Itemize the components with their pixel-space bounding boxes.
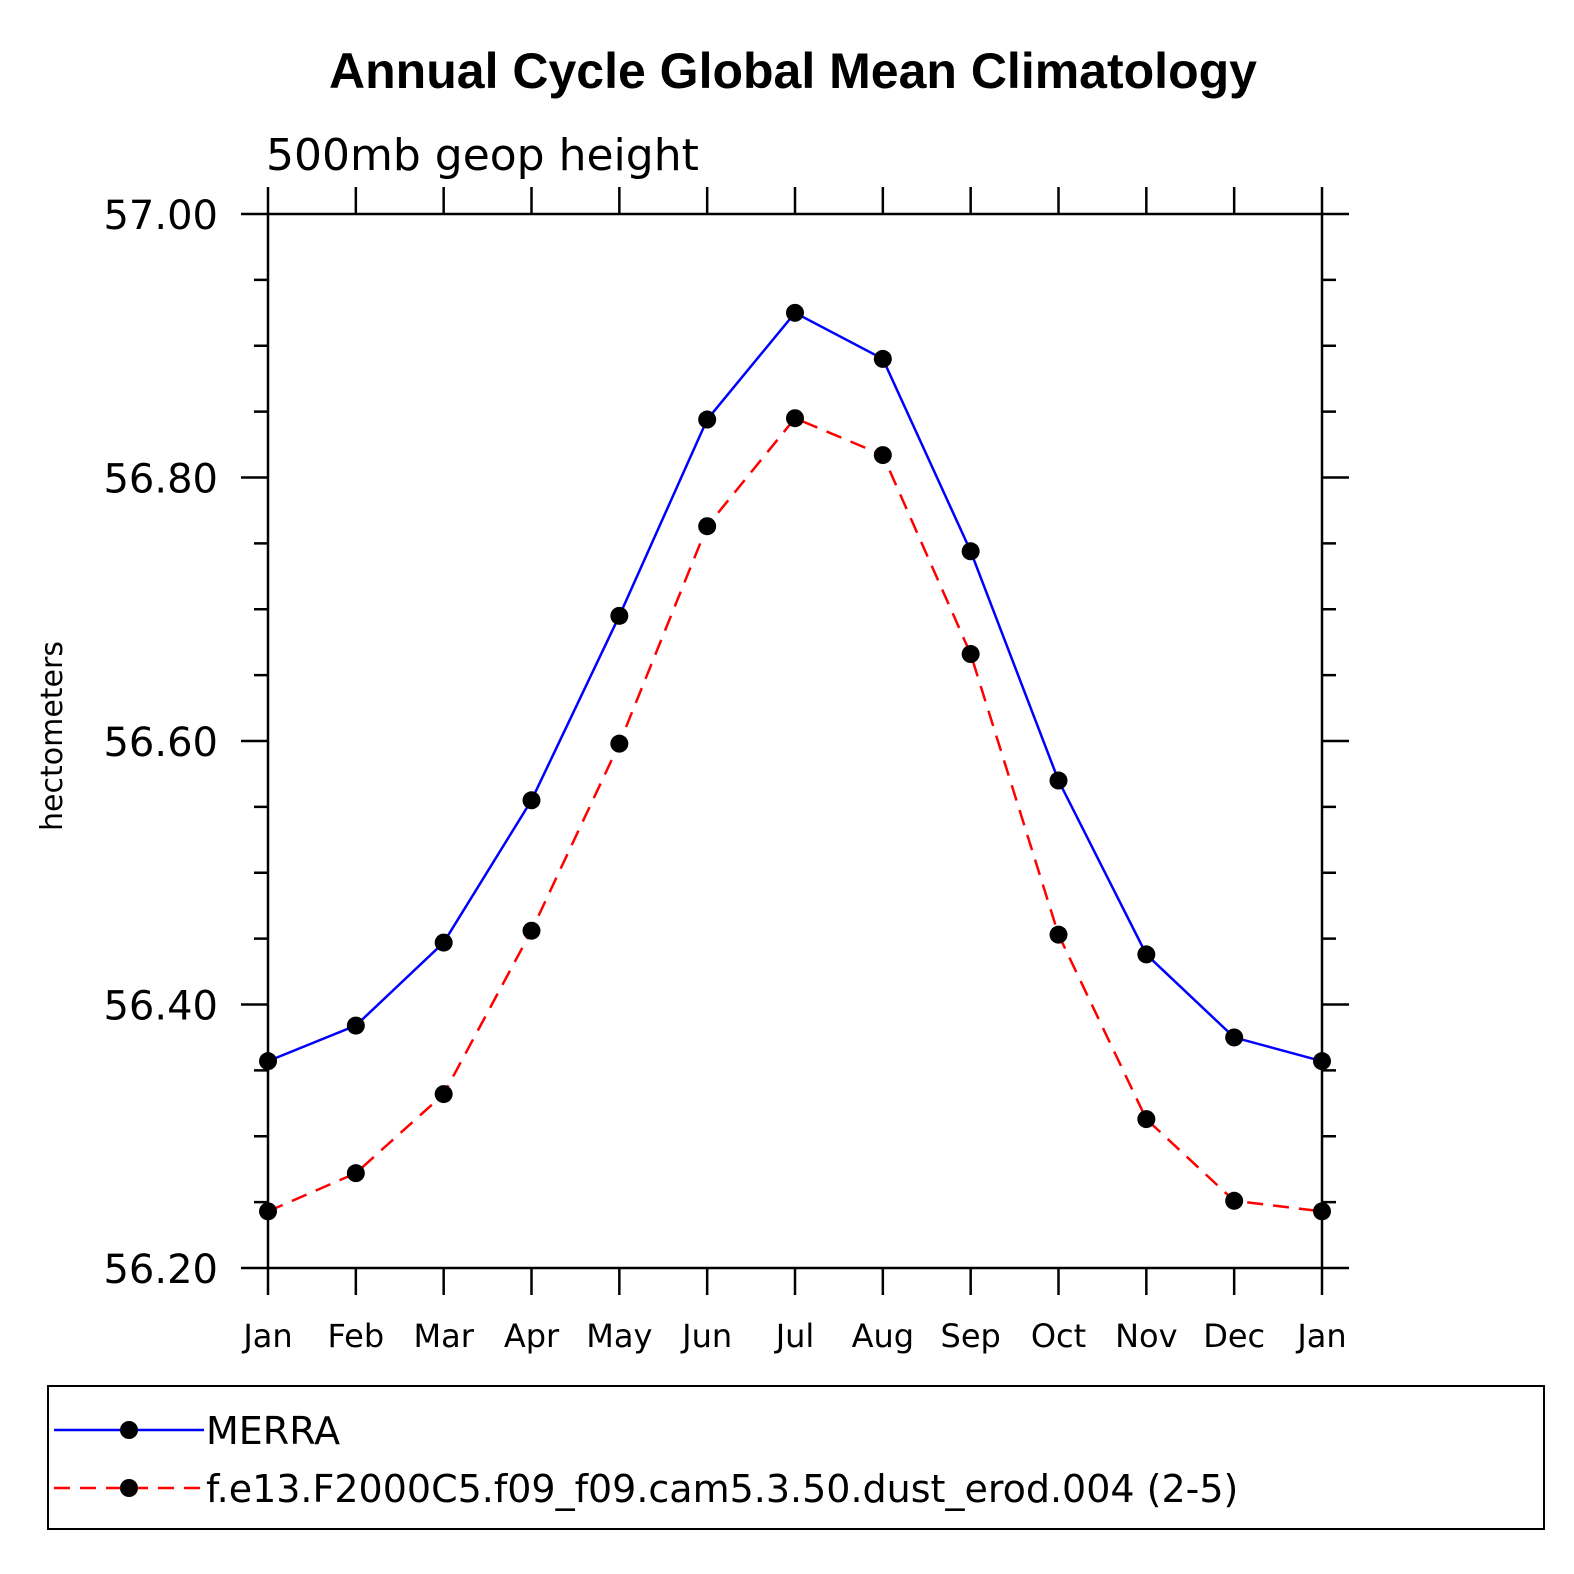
series-layer bbox=[259, 303, 1331, 1221]
series-2-point bbox=[873, 446, 892, 465]
x-tick-label: May bbox=[586, 1317, 652, 1355]
series-1-point bbox=[346, 1016, 365, 1035]
series-1-point bbox=[698, 410, 717, 429]
y-tick-label: 56.80 bbox=[103, 457, 218, 503]
legend-label-1: MERRA bbox=[206, 1409, 340, 1453]
series-1-point bbox=[1313, 1052, 1331, 1071]
x-tick-label: Dec bbox=[1203, 1317, 1265, 1355]
series-1-point bbox=[1137, 945, 1156, 964]
y-tick-label: 56.20 bbox=[103, 1247, 218, 1293]
x-tick-label: Jan bbox=[1295, 1317, 1346, 1355]
series-2-point bbox=[434, 1085, 453, 1104]
series-1-point bbox=[522, 791, 541, 810]
x-tick-label: Nov bbox=[1115, 1317, 1177, 1355]
axes: 56.20 56.40 56.60 56.80 57.00 Jan Feb Mar Apr May… bbox=[103, 187, 1349, 1355]
series-1-point bbox=[873, 349, 892, 368]
legend-marker-2 bbox=[120, 1479, 138, 1497]
x-tick-label: Feb bbox=[328, 1317, 385, 1355]
series-2-point bbox=[1137, 1110, 1156, 1129]
x-tick-label: Mar bbox=[413, 1317, 474, 1355]
series-2-point bbox=[961, 645, 980, 664]
x-tick-label: Jun bbox=[680, 1317, 732, 1355]
x-tick-label: Jan bbox=[241, 1317, 292, 1355]
legend-marker-1 bbox=[120, 1421, 138, 1439]
x-tick-label: Apr bbox=[504, 1317, 560, 1355]
series-1-point bbox=[1049, 771, 1068, 790]
series-2-point bbox=[1225, 1191, 1244, 1210]
x-tick-label: Aug bbox=[852, 1317, 914, 1355]
y-tick-label: 56.60 bbox=[103, 720, 218, 766]
series-1-point bbox=[1225, 1028, 1244, 1047]
x-tick-label: Jul bbox=[774, 1317, 815, 1355]
chart-title: Annual Cycle Global Mean Climatology bbox=[329, 43, 1257, 99]
series-1-point bbox=[961, 542, 980, 561]
x-tick-label: Sep bbox=[941, 1317, 1001, 1355]
legend-box bbox=[47, 1385, 1545, 1530]
y-tick-label: 57.00 bbox=[103, 193, 218, 239]
series-line-2 bbox=[267, 416, 1323, 1213]
series-2-point bbox=[610, 734, 629, 753]
x-tick-label: Oct bbox=[1031, 1317, 1086, 1355]
series-2-point bbox=[1313, 1202, 1331, 1221]
series-2-point bbox=[1049, 925, 1068, 944]
series-2-point bbox=[346, 1164, 365, 1183]
series-2-point bbox=[522, 921, 541, 940]
series-1-point bbox=[434, 933, 453, 952]
series-1-point bbox=[786, 303, 804, 322]
series-1-point bbox=[259, 1052, 277, 1071]
y-axis-label: hectometers bbox=[35, 641, 70, 831]
chart-subtitle: 500mb geop height bbox=[266, 130, 699, 181]
series-2-point bbox=[259, 1202, 277, 1221]
series-2-point bbox=[786, 409, 804, 428]
legend: MERRA f.e13.F2000C5.f09_f09.cam5.3.50.dus… bbox=[47, 1385, 1545, 1530]
legend-label-2: f.e13.F2000C5.f09_f09.cam5.3.50.dust_ero… bbox=[206, 1467, 1238, 1511]
series-2-point bbox=[698, 517, 717, 536]
y-tick-label: 56.40 bbox=[103, 984, 218, 1030]
series-1-point bbox=[610, 606, 629, 625]
